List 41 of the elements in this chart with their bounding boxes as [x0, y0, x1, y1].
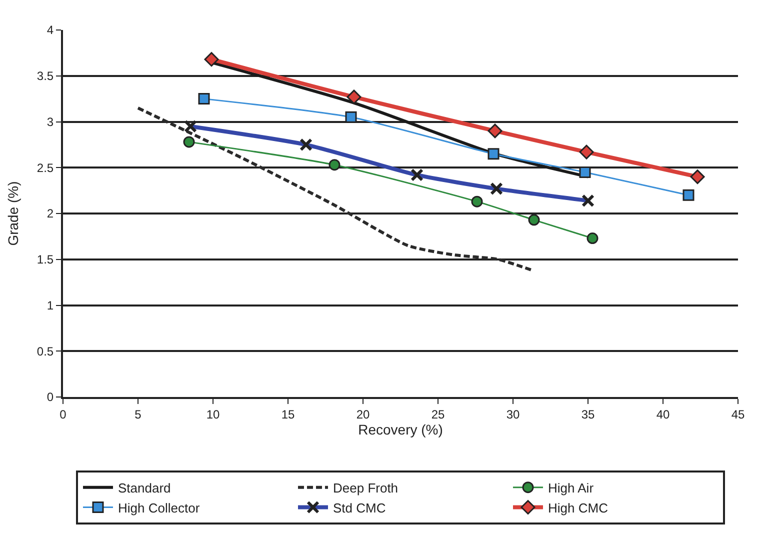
- x-tick-label: 10: [206, 407, 220, 422]
- point: [204, 52, 219, 67]
- x-tick-label: 25: [431, 407, 445, 422]
- point: [488, 124, 502, 138]
- legend-label: High Air: [548, 480, 594, 496]
- y-tick-label: 3.5: [36, 69, 54, 84]
- x-axis-title: Recovery (%): [358, 421, 443, 438]
- y-tick-label: 3: [46, 114, 54, 129]
- legend-label: Deep Froth: [333, 480, 398, 496]
- point: [528, 214, 540, 226]
- point: [198, 93, 210, 105]
- point: [183, 136, 195, 148]
- x-tick-label: 5: [134, 407, 142, 422]
- point: [471, 196, 483, 208]
- point: [586, 232, 598, 244]
- point: [345, 111, 357, 123]
- y-tick-label: 1: [46, 298, 54, 312]
- legend-label: Standard: [118, 480, 171, 496]
- x-tick-label: 40: [656, 407, 670, 422]
- y-tick-label: 0.5: [36, 344, 54, 358]
- point: [690, 170, 705, 184]
- y-tick-label: 0: [46, 390, 54, 404]
- point: [328, 159, 340, 171]
- y-axis-title: Grade (%): [5, 181, 22, 246]
- legend-label: Std CMC: [333, 500, 386, 516]
- y-tick-label: 4: [46, 23, 54, 38]
- y-tick-label: 2.5: [36, 160, 54, 175]
- x-tick-label: 30: [506, 407, 520, 422]
- point: [682, 189, 694, 201]
- x-tick-label: 15: [281, 407, 295, 422]
- y-tick-label: 2: [46, 206, 54, 221]
- point: [579, 144, 594, 160]
- x-tick-label: 35: [581, 407, 595, 422]
- point: [346, 90, 362, 104]
- x-tick-label: 20: [356, 407, 370, 422]
- x-tick-label: 0: [60, 407, 67, 422]
- legend-label: High CMC: [548, 500, 608, 516]
- point: [488, 148, 500, 160]
- legend-label: High Collector: [118, 500, 200, 516]
- y-tick-label: 1.5: [36, 252, 54, 267]
- x-tick-label: 45: [731, 407, 745, 422]
